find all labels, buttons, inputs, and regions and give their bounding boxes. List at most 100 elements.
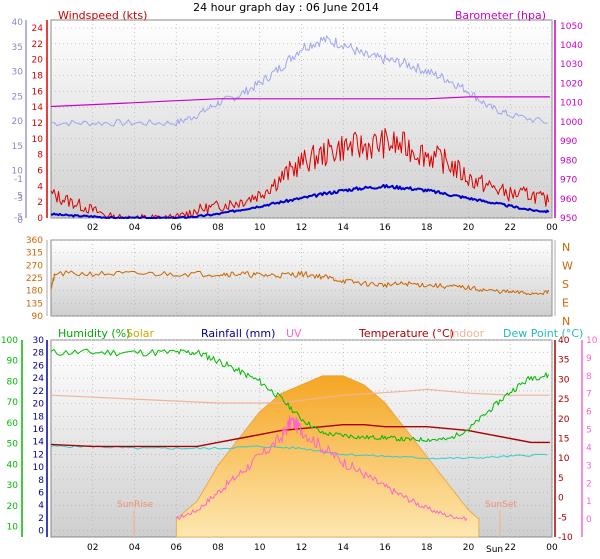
- humidity-tick-label: 90: [7, 357, 19, 367]
- humidity-tick-label: 20: [7, 502, 19, 512]
- rain-tick-label: 18: [33, 412, 45, 422]
- left-tick-label: 14: [32, 103, 44, 113]
- x-tick-label: 08: [212, 543, 224, 553]
- x-tick-label: 06: [171, 223, 183, 233]
- temp-tick-label: 5: [558, 474, 564, 484]
- rain-tick-label: 24: [33, 374, 45, 384]
- humidity-tick-label: 40: [7, 460, 19, 470]
- humidity-tick-label: 70: [7, 398, 19, 408]
- x-tick-label: 14: [338, 223, 350, 233]
- x-tick-label: 10: [254, 223, 266, 233]
- rain-tick-label: 6: [38, 489, 44, 499]
- legend-temperature: Temperature (°C): [358, 327, 454, 340]
- far-left-tick-label: 20: [12, 117, 24, 127]
- legend-rainfall: Rainfall (mm): [201, 327, 275, 340]
- x-tick-label: 10: [254, 543, 266, 553]
- x-tick-label: 00: [546, 223, 558, 233]
- left-tick-label: 90: [32, 312, 44, 322]
- left-tick-label: 20: [32, 56, 44, 66]
- rain-tick-label: 4: [38, 501, 44, 511]
- series-direction: [50, 270, 550, 296]
- uv-tick-label: 7: [586, 390, 592, 400]
- x-tick-label: 18: [421, 543, 433, 553]
- far-left-tick-label: 40: [12, 18, 24, 28]
- x-tick-label: 16: [379, 223, 391, 233]
- legend-dewpoint: Dew Point (°C): [503, 327, 583, 340]
- left-tick-label: 24: [32, 24, 44, 34]
- rain-tick-label: 10: [33, 463, 45, 473]
- sunrise-label: SunRise: [117, 500, 154, 510]
- far-left-tick-label: 30: [12, 68, 24, 78]
- temp-tick-label: 35: [558, 356, 569, 366]
- far-left-tick-label: 0: [17, 216, 23, 226]
- left-tick-label: 270: [26, 261, 43, 271]
- direction-panel-series: [50, 270, 550, 296]
- series-humidity: [50, 348, 550, 442]
- x-tick-label: 02: [87, 223, 98, 233]
- right-tick-label: 960: [560, 195, 577, 205]
- left-tick-label: 2: [37, 198, 43, 208]
- compass-label: N: [562, 315, 570, 328]
- humidity-tick-label: 30: [7, 481, 19, 491]
- far-left-tick-label: -3: [14, 194, 23, 204]
- temp-tick-label: 10: [558, 454, 570, 464]
- uv-tick-label: 2: [586, 479, 592, 489]
- x-tick-label: 00: [546, 543, 558, 553]
- wind-panel-series: [50, 35, 550, 219]
- compass-label: E: [562, 297, 569, 310]
- rain-tick-label: 16: [33, 425, 45, 435]
- x-tick-label: 12: [296, 223, 307, 233]
- left-tick-label: 315: [26, 249, 43, 259]
- far-left-tick-label: -1: [14, 175, 23, 185]
- right-tick-label: 950: [560, 214, 577, 224]
- far-left-tick-label: 5: [17, 191, 23, 201]
- left-tick-label: 225: [26, 274, 43, 284]
- sun-annotations: SunRise SunSet Sun: [117, 500, 517, 555]
- legend-indoor: Indoor: [449, 327, 485, 340]
- temp-tick-label: 0: [558, 494, 564, 504]
- rain-tick-label: 28: [33, 349, 45, 359]
- baro-panel-title: Barometer (hpa): [455, 9, 546, 22]
- left-tick-label: 8: [37, 151, 43, 161]
- far-left-tick-label: 25: [12, 92, 23, 102]
- rain-tick-label: 22: [33, 387, 44, 397]
- uv-tick-label: 0: [586, 515, 592, 525]
- left-tick-label: 4: [37, 182, 43, 192]
- x-tick-label: 16: [379, 543, 391, 553]
- x-tick-label: 06: [171, 543, 183, 553]
- climate-panel-grid: [51, 339, 553, 537]
- series-dewpoint: [50, 444, 548, 460]
- compass-label: W: [562, 260, 573, 273]
- series-uv: [176, 415, 468, 521]
- temp-tick-label: -5: [558, 513, 567, 523]
- uv-tick-label: 5: [586, 426, 592, 436]
- temp-tick-label: 25: [558, 395, 569, 405]
- series-blue: [50, 183, 550, 219]
- page-title: 24 hour graph day : 06 June 2014: [193, 1, 379, 14]
- series-indoor: [50, 388, 550, 404]
- uv-tick-label: 3: [586, 461, 592, 471]
- x-tick-label: 22: [505, 223, 516, 233]
- humidity-tick-label: 80: [7, 377, 19, 387]
- left-tick-label: 18: [32, 71, 44, 81]
- compass-label: N: [562, 241, 570, 254]
- right-tick-label: 980: [560, 156, 577, 166]
- x-tick-label: 22: [505, 543, 516, 553]
- left-tick-label: 12: [32, 119, 43, 129]
- series-outline: [50, 35, 548, 127]
- x-tick-label: 12: [296, 543, 307, 553]
- right-tick-label: 1040: [560, 41, 583, 51]
- wind-panel-x-ticks: 02 04 06 08 10 12 14 16 18 20 22 00: [87, 223, 558, 233]
- right-tick-label: 1050: [560, 22, 583, 32]
- right-tick-label: 1010: [560, 99, 583, 109]
- legend-solar: Solar: [126, 327, 155, 340]
- far-left-tick-label: 35: [12, 43, 23, 53]
- direction-panel-grid: [51, 239, 553, 317]
- climate-panel-axes: 1020304050607080901000246810121416182022…: [1, 336, 598, 543]
- right-tick-label: 1000: [560, 118, 583, 128]
- uv-tick-label: 6: [586, 408, 592, 418]
- x-tick-label: 08: [212, 223, 224, 233]
